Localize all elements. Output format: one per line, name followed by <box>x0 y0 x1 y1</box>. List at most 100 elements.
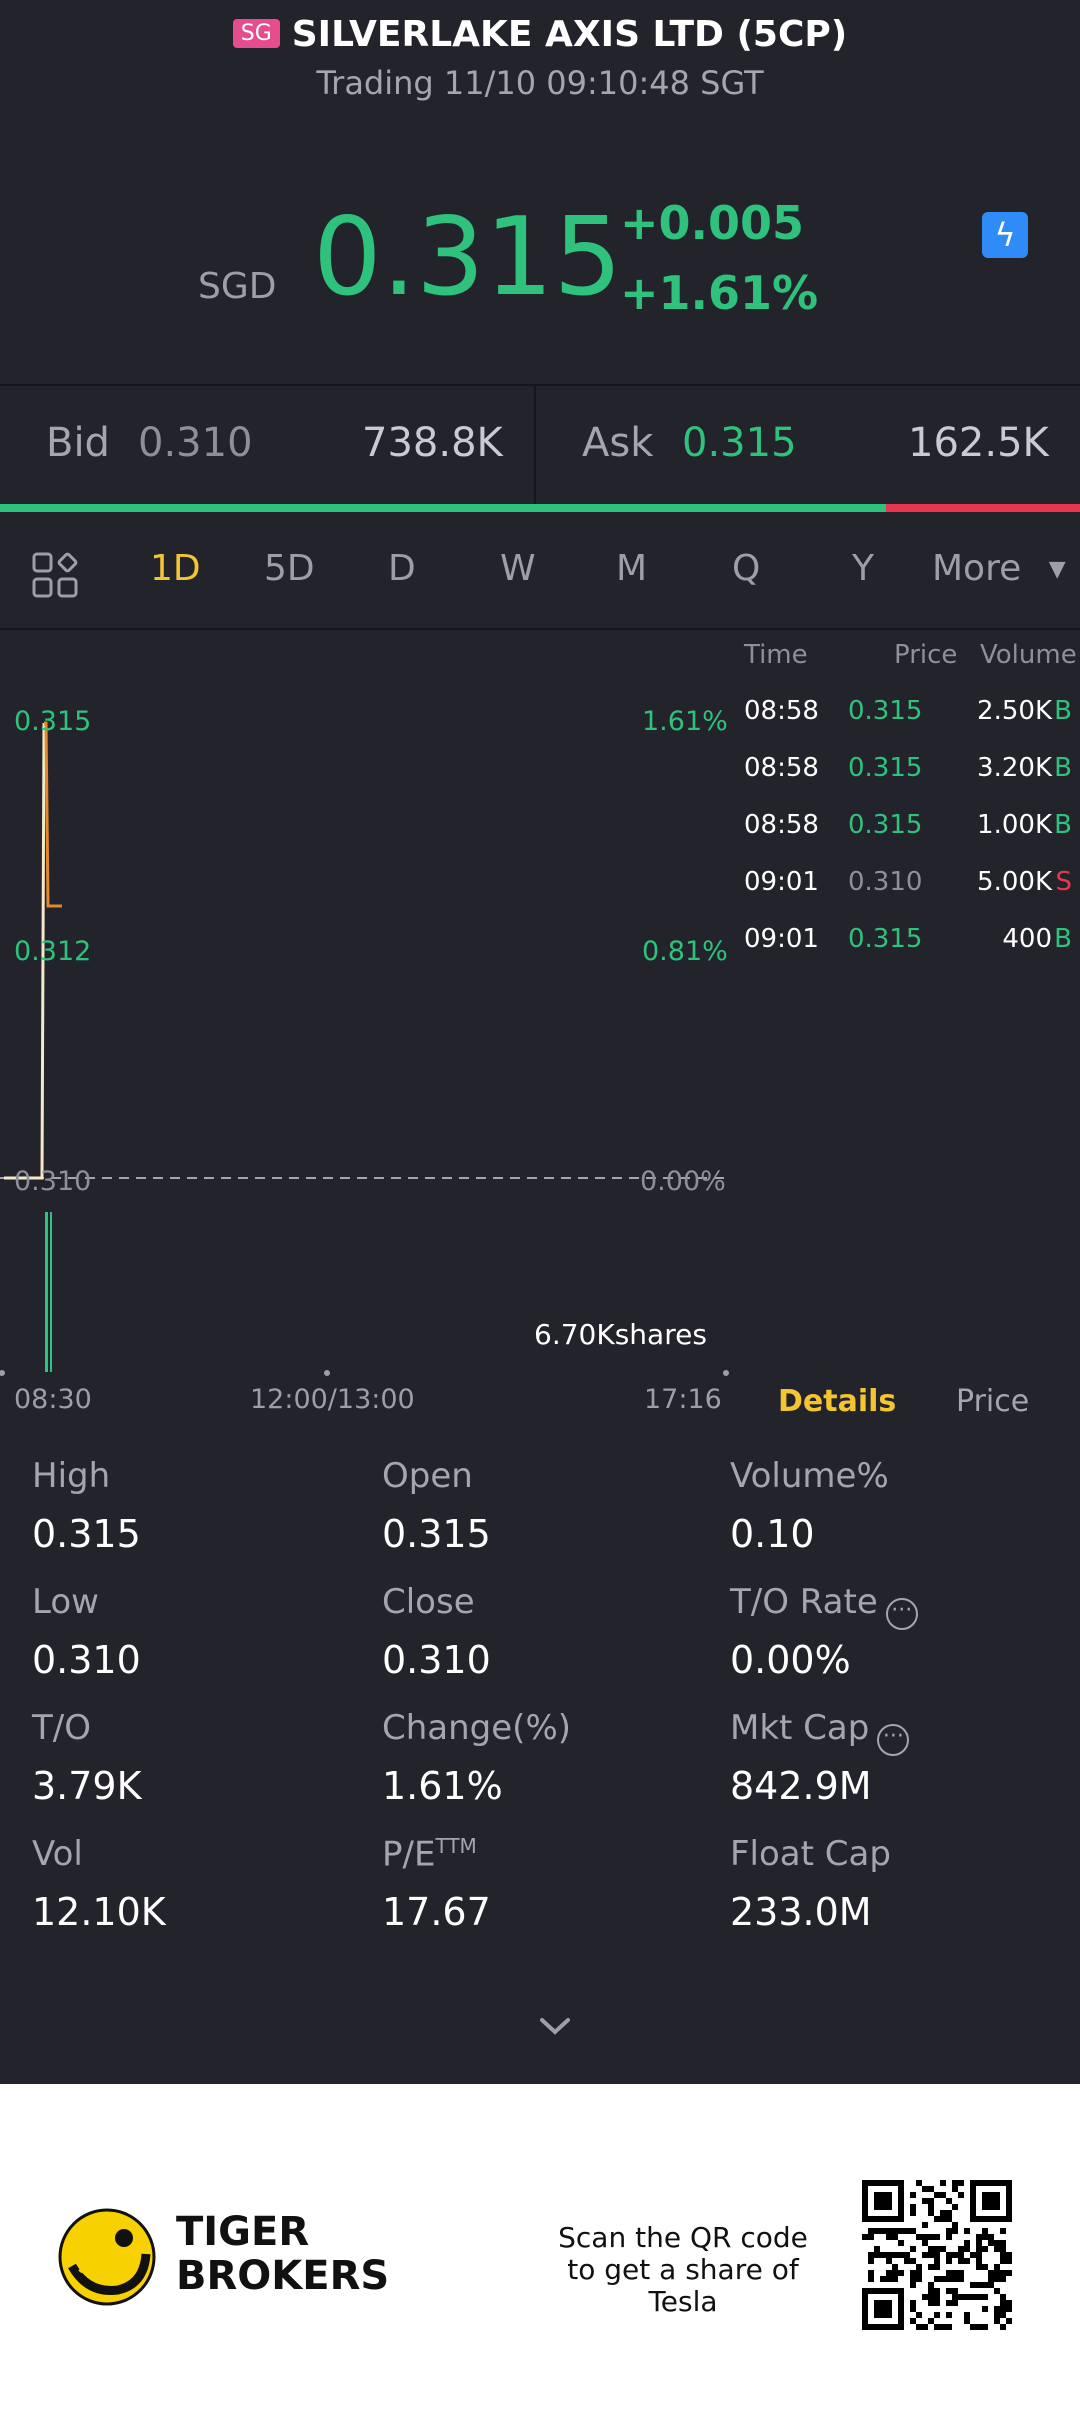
trade-price: 0.315 <box>848 810 923 840</box>
col-header-price: Price <box>894 640 958 670</box>
trade-time: 08:58 <box>744 696 819 726</box>
pct-label-low: 0.00% <box>640 1166 726 1197</box>
market-badge: SG <box>232 19 280 48</box>
detail-value: 0.315 <box>32 1512 141 1556</box>
volume-label: 6.70Kshares <box>534 1318 707 1351</box>
detail-value: 3.79K <box>32 1764 142 1808</box>
detail-value: 0.310 <box>382 1638 491 1682</box>
detail-label: T/O Rate ··· <box>730 1582 918 1630</box>
trade-volume: 400 <box>1002 924 1052 954</box>
y-label-low: 0.310 <box>14 1166 92 1197</box>
detail-value: 17.67 <box>382 1890 491 1934</box>
detail-label: Open <box>382 1456 473 1496</box>
trade-time: 08:58 <box>744 753 819 783</box>
detail-value: 0.315 <box>382 1512 491 1556</box>
x-label-close: 17:16 <box>644 1384 722 1415</box>
ask-price: 0.315 <box>682 420 797 466</box>
axis-tick <box>324 1370 330 1376</box>
detail-label: Volume% <box>730 1456 889 1496</box>
y-label-high: 0.315 <box>14 706 92 737</box>
trade-price: 0.315 <box>848 696 923 726</box>
tab-details[interactable]: Details <box>778 1384 897 1419</box>
trade-side: B <box>1054 753 1072 783</box>
detail-value: 0.310 <box>32 1638 141 1682</box>
axis-tick <box>723 1370 729 1376</box>
detail-label: P/ETTM <box>382 1834 477 1875</box>
detail-value: 0.10 <box>730 1512 815 1556</box>
col-header-time: Time <box>744 640 808 670</box>
bid-price: 0.310 <box>138 420 253 466</box>
trade-price: 0.315 <box>848 753 923 783</box>
detail-label: Float Cap <box>730 1834 891 1874</box>
brand-line2: BROKERS <box>176 2253 390 2299</box>
trade-volume: 1.00K <box>977 810 1052 840</box>
caret-down-icon: ▼ <box>1048 557 1066 582</box>
ask-ratio-bar <box>885 504 1080 512</box>
ask-label: Ask <box>582 420 654 466</box>
trade-side: B <box>1054 696 1072 726</box>
trade-side: B <box>1054 810 1072 840</box>
x-label-open: 08:30 <box>14 1384 92 1415</box>
axis-tick <box>0 1370 5 1376</box>
trade-volume: 5.00K <box>977 867 1052 897</box>
detail-label: High <box>32 1456 111 1496</box>
trade-volume: 3.20K <box>977 753 1052 783</box>
stock-name: SILVERLAKE AXIS LTD (5CP) <box>291 14 848 55</box>
tab-more-label: More <box>932 548 1022 589</box>
info-icon[interactable]: ··· <box>877 1724 910 1756</box>
grid-icon[interactable] <box>32 552 78 598</box>
divider <box>0 628 1080 630</box>
detail-label: Vol <box>32 1834 83 1874</box>
ask-volume: 162.5K <box>908 420 1049 466</box>
pct-label-high: 1.61% <box>642 706 728 737</box>
trade-side: S <box>1055 867 1072 897</box>
brand-name: TIGER BROKERS <box>176 2210 389 2298</box>
tab-w[interactable]: W <box>500 548 536 589</box>
chevron-down-icon[interactable] <box>530 2012 580 2042</box>
trade-time: 09:01 <box>744 867 819 897</box>
volume-bar <box>50 1212 52 1372</box>
qr-caption: Scan the QR code to get a share of Tesla <box>558 2221 808 2318</box>
brand-line1: TIGER <box>176 2209 310 2255</box>
tab-d[interactable]: D <box>388 548 416 589</box>
trade-volume: 2.50K <box>977 696 1052 726</box>
tab-1d[interactable]: 1D <box>150 548 201 589</box>
stock-title: SG SILVERLAKE AXIS LTD (5CP) <box>0 14 1080 55</box>
col-header-volume: Volume <box>980 640 1077 670</box>
lightning-icon[interactable]: ϟ <box>982 212 1028 258</box>
detail-value: 233.0M <box>730 1890 872 1934</box>
detail-label: Mkt Cap ··· <box>730 1708 910 1756</box>
tab-more[interactable]: More ▼ <box>932 548 1066 589</box>
detail-label: Change(%) <box>382 1708 572 1748</box>
tab-y[interactable]: Y <box>852 548 874 589</box>
currency-label: SGD <box>198 266 277 307</box>
detail-value: 842.9M <box>730 1764 872 1808</box>
detail-label: Low <box>32 1582 99 1622</box>
intraday-chart[interactable] <box>0 640 735 1400</box>
volume-bar <box>45 1212 48 1372</box>
detail-value: 1.61% <box>382 1764 503 1808</box>
pct-label-mid: 0.81% <box>642 936 728 967</box>
price-line <box>4 722 46 1180</box>
bid-volume: 738.8K <box>362 420 503 466</box>
tab-m[interactable]: M <box>616 548 648 589</box>
tab-q[interactable]: Q <box>732 548 761 589</box>
detail-value: 12.10K <box>32 1890 166 1934</box>
divider <box>534 386 536 504</box>
tab-price[interactable]: Price <box>956 1384 1030 1419</box>
qr-code <box>862 2180 1012 2330</box>
info-icon[interactable]: ··· <box>885 1598 918 1630</box>
x-label-lunch: 12:00/13:00 <box>250 1384 415 1415</box>
avg-price-line <box>44 721 62 908</box>
price-change-pct: +1.61% <box>620 266 819 320</box>
last-price: 0.315 <box>313 195 623 320</box>
tab-5d[interactable]: 5D <box>264 548 315 589</box>
divider <box>0 384 1080 386</box>
detail-value: 0.00% <box>730 1638 851 1682</box>
trade-price: 0.310 <box>848 867 923 897</box>
detail-label: Close <box>382 1582 475 1622</box>
trade-time: 09:01 <box>744 924 819 954</box>
bid-ratio-bar <box>0 504 886 512</box>
trade-price: 0.315 <box>848 924 923 954</box>
detail-label-sup: TTM <box>435 1834 477 1858</box>
